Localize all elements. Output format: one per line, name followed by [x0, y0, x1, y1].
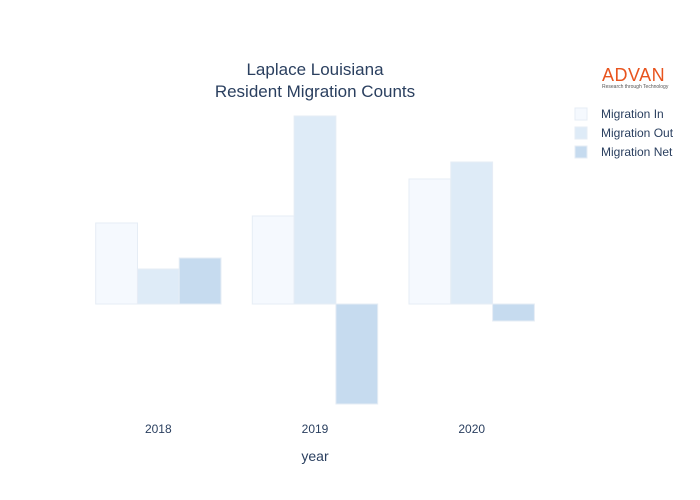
x-tick-label-2020: 2020 — [458, 422, 485, 436]
logo-tagline: Research through Technology — [602, 84, 669, 90]
legend[interactable]: Migration In Migration Out Migration Net — [574, 107, 674, 159]
legend-label-migration-in[interactable]: Migration In — [601, 107, 664, 121]
bar-migration-out-2018[interactable] — [136, 268, 180, 305]
bar-migration-out-2020[interactable] — [450, 161, 494, 305]
bar-migration-in-2020[interactable] — [408, 178, 452, 305]
bars-group — [95, 115, 535, 405]
logo-wordmark: ADVAN — [602, 65, 666, 85]
legend-swatch-migration-out[interactable] — [574, 126, 588, 140]
x-axis-title: year — [301, 448, 329, 464]
legend-label-migration-out[interactable]: Migration Out — [601, 126, 674, 140]
x-ticks: 2018 2019 2020 — [145, 422, 485, 436]
bar-migration-net-2018[interactable] — [178, 257, 222, 305]
bar-migration-in-2018[interactable] — [95, 222, 138, 305]
bar-migration-net-2020[interactable] — [492, 303, 535, 322]
bar-migration-out-2019[interactable] — [293, 115, 337, 305]
bar-migration-net-2019[interactable] — [335, 303, 379, 405]
advan-logo: ADVAN Research through Technology — [602, 66, 672, 91]
legend-label-migration-net[interactable]: Migration Net — [601, 145, 673, 159]
chart-title-line-1: Laplace Louisiana — [246, 60, 384, 79]
legend-swatch-migration-net[interactable] — [574, 145, 588, 159]
x-tick-label-2018: 2018 — [145, 422, 172, 436]
legend-swatch-migration-in[interactable] — [574, 107, 588, 121]
bar-migration-in-2019[interactable] — [251, 215, 295, 305]
chart-title-line-2: Resident Migration Counts — [215, 82, 415, 101]
x-tick-label-2019: 2019 — [302, 422, 329, 436]
